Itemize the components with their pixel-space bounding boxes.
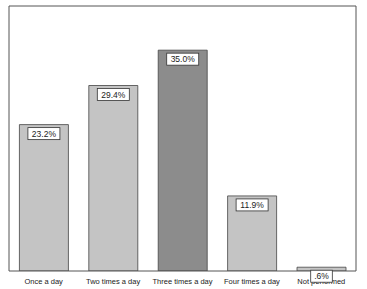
svg-text:11.9%: 11.9% <box>240 200 264 210</box>
svg-text:29.4%: 29.4% <box>101 90 126 100</box>
svg-text:Two times a day: Two times a day <box>86 277 140 286</box>
svg-text:Once a day: Once a day <box>25 277 64 286</box>
svg-text:23.2%: 23.2% <box>32 129 57 139</box>
svg-text:Three times a day: Three times a day <box>152 277 212 286</box>
svg-text:Not performed: Not performed <box>297 277 346 287</box>
svg-text:35.0%: 35.0% <box>171 54 196 64</box>
svg-text:Four times a day: Four times a day <box>224 277 280 286</box>
svg-text:.6%: .6% <box>314 271 329 281</box>
